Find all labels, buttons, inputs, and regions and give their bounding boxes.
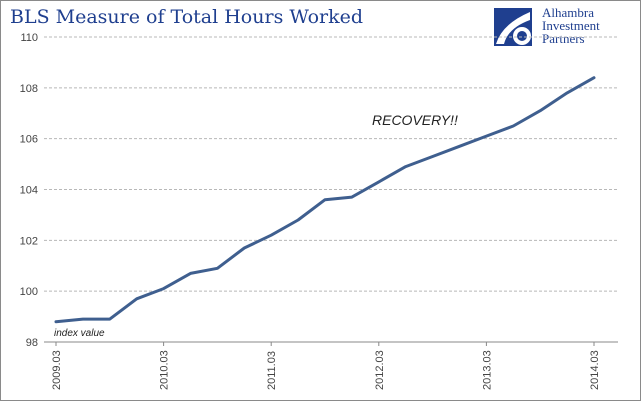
logo-line-3: Partners (542, 31, 585, 46)
logo-mark-icon (494, 8, 532, 46)
y-tick-label: 98 (26, 337, 38, 349)
y-tick-label: 102 (20, 235, 38, 247)
logo-line-1: Alhambra (542, 5, 594, 20)
y-tick-label: 108 (20, 83, 38, 95)
y-tick-label: 104 (20, 185, 38, 197)
y-tick-label: 106 (20, 134, 38, 146)
y-tick-label: 100 (20, 286, 38, 298)
annotation-recovery: RECOVERY!! (372, 112, 458, 128)
x-tick-label: 2012.03 (374, 350, 386, 390)
logo-line-2: Investment (542, 18, 600, 33)
x-tick-label: 2009.03 (51, 350, 63, 390)
company-logo: Alhambra Investment Partners (492, 6, 632, 48)
series-line (54, 76, 596, 324)
x-tick-label: 2013.03 (481, 350, 493, 390)
x-tick-label: 2010.03 (159, 350, 171, 390)
y-axis-ticks: 98 100 102 104 106 108 110 (20, 32, 38, 349)
logo-text: Alhambra Investment Partners (542, 6, 600, 45)
annotation-index-value: index value (54, 328, 105, 339)
x-tick-label: 2014.03 (589, 350, 601, 390)
chart-title: BLS Measure of Total Hours Worked (10, 6, 364, 28)
gridlines (44, 36, 618, 292)
y-tick-label: 110 (20, 32, 38, 44)
x-axis-ticks: 2009.03 2010.03 2011.03 2012.03 2013.03 2014.… (51, 342, 601, 390)
x-tick-label: 2011.03 (266, 351, 278, 390)
